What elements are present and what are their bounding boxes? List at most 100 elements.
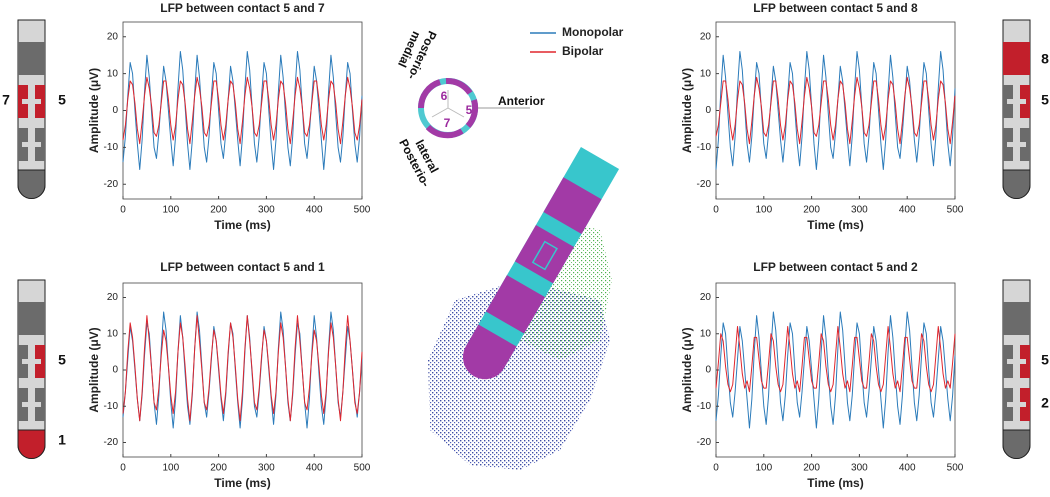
- y-tick-label: -20: [697, 179, 712, 190]
- plot-area: [122, 282, 363, 458]
- y-tick-label: 0: [705, 365, 711, 376]
- contact-number: 5: [466, 103, 473, 117]
- plot-area: [122, 21, 363, 200]
- segment-gap: [1007, 359, 1026, 364]
- y-tick-label: 10: [700, 328, 712, 339]
- volume-scene: [428, 146, 620, 470]
- series-line: [122, 311, 363, 429]
- contact-label: 5: [58, 352, 66, 368]
- y-tick-label: 20: [107, 292, 119, 303]
- y-tick-label: -10: [697, 142, 712, 153]
- y-axis-label: Amplitude (μV): [87, 68, 101, 153]
- series-line: [715, 76, 956, 145]
- contact-number: 7: [444, 116, 451, 130]
- electrode: [1002, 19, 1031, 199]
- lead-segment: [485, 275, 546, 334]
- contact-number: 6: [441, 89, 448, 103]
- y-axis-label: Amplitude (μV): [680, 68, 694, 153]
- anterior-label: Anterior: [498, 94, 545, 108]
- y-tick-label: 0: [112, 365, 118, 376]
- electrode: [17, 19, 46, 199]
- series-line: [122, 315, 363, 422]
- y-axis-label: Amplitude (μV): [680, 327, 694, 412]
- lead-tip: [463, 324, 517, 380]
- arc: [465, 99, 479, 129]
- chart-title: LFP between contact 5 and 2: [753, 260, 918, 274]
- segment-gap: [1007, 99, 1026, 104]
- lead: [463, 146, 620, 380]
- legend-label: Bipolar: [562, 44, 604, 58]
- x-axis-label: Time (ms): [214, 476, 270, 490]
- x-tick-label: 200: [210, 205, 227, 216]
- divider: [447, 107, 465, 118]
- x-tick-label: 500: [947, 205, 964, 216]
- series-line: [715, 311, 956, 429]
- segment-gap: [22, 142, 41, 147]
- y-tick-label: -10: [697, 401, 712, 412]
- contact-label: 7: [2, 92, 10, 108]
- ring-contact: [18, 42, 45, 75]
- contact-label: 5: [58, 92, 66, 108]
- chart-title: LFP between contact 5 and 8: [753, 1, 918, 15]
- series-line: [122, 76, 363, 145]
- y-tick-label: -20: [104, 179, 119, 190]
- segment-gap: [22, 359, 41, 364]
- medial-label: Posterio- medial: [395, 29, 439, 82]
- y-tick-label: -20: [104, 437, 119, 448]
- y-tick-label: 10: [107, 328, 119, 339]
- x-tick-label: 400: [899, 463, 916, 474]
- y-tick-label: 0: [112, 105, 118, 116]
- lead-ring: [543, 177, 602, 234]
- chart-title: LFP between contact 5 and 7: [160, 1, 325, 15]
- contact-label: 5: [1041, 352, 1049, 368]
- x-tick-label: 400: [306, 463, 323, 474]
- divider: [431, 107, 449, 118]
- x-tick-label: 0: [713, 205, 719, 216]
- x-tick-label: 500: [354, 463, 371, 474]
- lead-window: [531, 240, 558, 271]
- tip-contact: [1002, 429, 1031, 459]
- ring-contact: [18, 302, 45, 335]
- electrode: [1002, 279, 1031, 459]
- x-tick-label: 500: [354, 205, 371, 216]
- x-tick-label: 300: [851, 463, 868, 474]
- series-line: [715, 326, 956, 393]
- x-tick-label: 100: [162, 463, 179, 474]
- x-axis-label: Time (ms): [807, 218, 863, 232]
- x-tick-label: 0: [120, 463, 126, 474]
- segment-gap: [22, 99, 41, 104]
- electrode: [17, 279, 46, 459]
- x-tick-label: 300: [258, 205, 275, 216]
- arc: [445, 77, 473, 95]
- arc: [417, 79, 442, 109]
- y-axis-label: Amplitude (μV): [87, 327, 101, 412]
- segment-gap: [1007, 402, 1026, 407]
- y-tick-label: 10: [107, 68, 119, 79]
- tip-contact: [17, 429, 46, 459]
- y-tick-label: -10: [104, 142, 119, 153]
- segment-gap: [1007, 142, 1026, 147]
- ring-contact: [1003, 302, 1030, 335]
- x-axis-label: Time (ms): [214, 218, 270, 232]
- x-tick-label: 100: [755, 205, 772, 216]
- contact-label: 5: [1041, 92, 1049, 108]
- y-tick-label: 20: [700, 31, 712, 42]
- arc: [425, 124, 464, 139]
- y-tick-label: 20: [700, 292, 712, 303]
- legend-label: Monopolar: [562, 25, 624, 39]
- x-tick-label: 200: [210, 463, 227, 474]
- x-tick-label: 100: [162, 205, 179, 216]
- series-line: [122, 51, 363, 170]
- contact-label: 2: [1041, 395, 1049, 411]
- chart-title: LFP between contact 5 and 1: [160, 260, 325, 274]
- x-tick-label: 400: [306, 205, 323, 216]
- x-tick-label: 0: [713, 463, 719, 474]
- y-tick-label: 20: [107, 31, 119, 42]
- x-tick-label: 500: [947, 463, 964, 474]
- x-tick-label: 400: [899, 205, 916, 216]
- contact-label: 1: [58, 432, 66, 448]
- orientation-diagram: 6 5 7 Anterior Posterio- medial lateral …: [395, 29, 545, 189]
- contact-label: 8: [1041, 51, 1049, 67]
- ring-contact: [1003, 42, 1030, 75]
- segment-gap: [22, 402, 41, 407]
